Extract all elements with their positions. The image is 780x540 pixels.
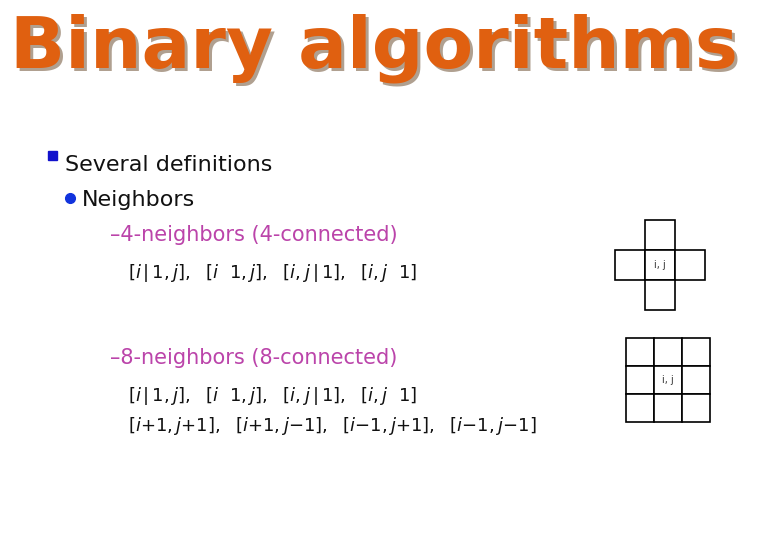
Text: Binary algorithms: Binary algorithms	[10, 13, 738, 83]
Bar	[682, 366, 710, 394]
Text: –4-neighbors (4-connected): –4-neighbors (4-connected)	[110, 225, 398, 245]
Bar	[675, 250, 705, 280]
Text: –8-neighbors (8-connected): –8-neighbors (8-connected)	[110, 348, 397, 368]
Text: i, j: i, j	[654, 260, 666, 270]
Bar	[654, 338, 682, 366]
Bar	[626, 338, 654, 366]
Text: Neighbors: Neighbors	[82, 190, 195, 210]
Bar	[645, 280, 675, 310]
Bar	[682, 338, 710, 366]
Bar	[654, 394, 682, 422]
Text: $[i\,|\,1,j],\ \ [i\ \ 1,j],\ \ [i,j\,|\,1],\ \ [i,j\ \ 1]$: $[i\,|\,1,j],\ \ [i\ \ 1,j],\ \ [i,j\,|\…	[128, 385, 417, 407]
Bar	[654, 366, 682, 394]
Text: Binary algorithms: Binary algorithms	[13, 16, 741, 86]
Bar	[626, 394, 654, 422]
Text: $[i{+}1,j{+}1],\ \ [i{+}1,j{-}1],\ \ [i{-}1,j{+}1],\ \ [i{-}1,j{-}1]$: $[i{+}1,j{+}1],\ \ [i{+}1,j{-}1],\ \ [i{…	[128, 415, 537, 437]
Text: $[i\,|\,1,j],\ \ [i\ \ 1,j],\ \ [i,j\,|\,1],\ \ [i,j\ \ 1]$: $[i\,|\,1,j],\ \ [i\ \ 1,j],\ \ [i,j\,|\…	[128, 262, 417, 284]
Bar	[682, 394, 710, 422]
Bar	[645, 250, 675, 280]
Bar	[615, 250, 645, 280]
Text: Several definitions: Several definitions	[65, 155, 272, 175]
Bar	[645, 220, 675, 250]
Bar	[48, 151, 57, 160]
Bar	[626, 366, 654, 394]
Text: i, j: i, j	[662, 375, 674, 385]
